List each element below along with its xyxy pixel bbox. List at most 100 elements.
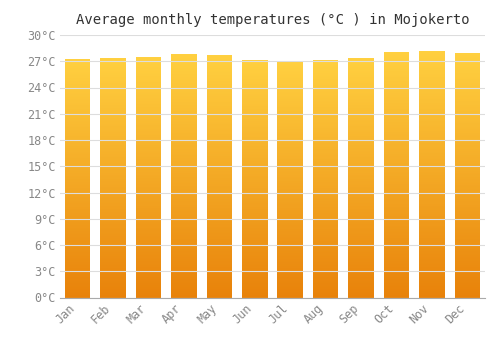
Bar — [348, 227, 374, 228]
Bar — [454, 230, 480, 232]
Bar — [313, 126, 338, 127]
Bar — [136, 231, 162, 232]
Bar — [348, 248, 374, 250]
Bar — [242, 211, 268, 212]
Bar — [313, 74, 338, 75]
Bar — [348, 280, 374, 281]
Bar — [278, 261, 303, 262]
Bar — [242, 251, 268, 252]
Bar — [454, 73, 480, 74]
Bar — [454, 118, 480, 119]
Bar — [419, 231, 444, 232]
Bar — [419, 167, 444, 168]
Bar — [100, 178, 126, 179]
Bar — [384, 151, 409, 153]
Bar — [171, 283, 196, 284]
Bar — [100, 203, 126, 204]
Bar — [136, 239, 162, 240]
Bar — [348, 283, 374, 284]
Bar — [206, 270, 232, 271]
Bar — [313, 72, 338, 74]
Bar — [419, 209, 444, 210]
Bar — [384, 144, 409, 145]
Bar — [278, 172, 303, 174]
Bar — [136, 108, 162, 110]
Bar — [384, 215, 409, 216]
Bar — [454, 160, 480, 161]
Bar — [171, 239, 196, 240]
Bar — [100, 261, 126, 263]
Bar — [348, 203, 374, 204]
Bar — [136, 205, 162, 206]
Bar — [454, 290, 480, 292]
Bar — [65, 67, 90, 68]
Bar — [454, 285, 480, 287]
Bar — [313, 205, 338, 206]
Bar — [206, 77, 232, 78]
Bar — [313, 184, 338, 185]
Bar — [100, 221, 126, 222]
Bar — [65, 197, 90, 198]
Bar — [348, 132, 374, 133]
Bar — [100, 155, 126, 156]
Bar — [419, 210, 444, 211]
Bar — [65, 232, 90, 233]
Bar — [171, 201, 196, 203]
Bar — [278, 116, 303, 117]
Bar — [206, 209, 232, 210]
Bar — [348, 94, 374, 95]
Bar — [384, 125, 409, 127]
Bar — [171, 75, 196, 76]
Bar — [348, 267, 374, 269]
Bar — [242, 149, 268, 150]
Bar — [419, 229, 444, 230]
Bar — [100, 90, 126, 91]
Bar — [384, 243, 409, 245]
Bar — [419, 106, 444, 107]
Bar — [136, 177, 162, 178]
Bar — [206, 136, 232, 138]
Bar — [171, 118, 196, 119]
Bar — [348, 216, 374, 217]
Bar — [100, 120, 126, 121]
Bar — [65, 219, 90, 220]
Bar — [313, 95, 338, 96]
Bar — [384, 232, 409, 233]
Bar — [454, 117, 480, 118]
Bar — [313, 173, 338, 174]
Bar — [242, 148, 268, 149]
Bar — [100, 83, 126, 84]
Bar — [65, 107, 90, 109]
Bar — [206, 65, 232, 66]
Bar — [242, 186, 268, 187]
Bar — [384, 180, 409, 181]
Bar — [454, 129, 480, 130]
Bar — [65, 229, 90, 231]
Bar — [454, 120, 480, 122]
Bar — [100, 69, 126, 70]
Bar — [65, 185, 90, 187]
Bar — [313, 147, 338, 148]
Bar — [384, 198, 409, 199]
Bar — [384, 80, 409, 81]
Bar — [278, 290, 303, 292]
Bar — [454, 162, 480, 163]
Bar — [278, 202, 303, 203]
Bar — [313, 219, 338, 220]
Bar — [136, 286, 162, 287]
Bar — [171, 162, 196, 164]
Bar — [171, 167, 196, 169]
Bar — [65, 105, 90, 106]
Bar — [348, 217, 374, 218]
Bar — [313, 104, 338, 105]
Bar — [206, 90, 232, 91]
Bar — [171, 282, 196, 283]
Bar — [454, 113, 480, 114]
Bar — [100, 122, 126, 124]
Bar — [65, 253, 90, 254]
Bar — [454, 125, 480, 127]
Bar — [100, 210, 126, 211]
Bar — [454, 86, 480, 88]
Bar — [313, 292, 338, 293]
Bar — [278, 244, 303, 246]
